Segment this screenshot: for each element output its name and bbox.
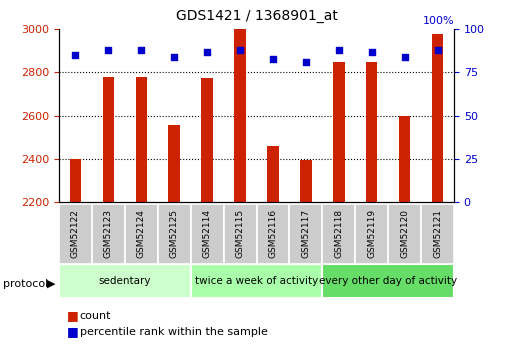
Point (203, 49, 211, 55)
Text: 100%: 100% (422, 16, 454, 26)
Bar (135, 77, 147, 202)
Bar (224, 204, 256, 264)
Bar (70, 159, 81, 202)
Text: GSM52121: GSM52121 (433, 209, 442, 258)
Text: GSM52125: GSM52125 (170, 209, 179, 258)
Bar (158, 204, 191, 264)
Text: GSM52122: GSM52122 (71, 209, 80, 258)
Bar (267, 146, 279, 202)
Bar (300, 160, 311, 202)
Bar (191, 264, 322, 298)
Point (104, 47, 112, 53)
Text: protocol: protocol (3, 279, 48, 288)
Bar (202, 78, 213, 202)
Bar (59, 264, 191, 298)
Bar (366, 62, 378, 202)
Bar (322, 204, 355, 264)
Text: GSM52116: GSM52116 (268, 209, 278, 258)
Text: ■: ■ (67, 309, 78, 322)
Text: count: count (80, 311, 111, 321)
Text: ■: ■ (67, 325, 78, 338)
Bar (432, 33, 443, 202)
Point (170, 54, 179, 60)
Text: GSM52123: GSM52123 (104, 209, 113, 258)
Point (433, 47, 442, 53)
Bar (289, 204, 322, 264)
Point (137, 47, 145, 53)
Bar (399, 116, 410, 202)
Bar (322, 264, 454, 298)
Bar (125, 204, 158, 264)
Bar (59, 204, 92, 264)
Text: twice a week of activity: twice a week of activity (195, 276, 318, 286)
Bar (168, 125, 180, 202)
Point (71, 52, 80, 58)
Point (334, 47, 343, 53)
Point (269, 56, 277, 61)
Text: GSM52124: GSM52124 (137, 209, 146, 258)
Bar (191, 204, 224, 264)
Text: percentile rank within the sample: percentile rank within the sample (80, 327, 267, 337)
Point (401, 54, 409, 60)
Bar (92, 204, 125, 264)
Text: sedentary: sedentary (98, 276, 151, 286)
Bar (388, 204, 421, 264)
Text: GSM52120: GSM52120 (400, 209, 409, 258)
Point (302, 59, 310, 65)
Text: GSM52117: GSM52117 (301, 209, 310, 258)
Text: GSM52115: GSM52115 (235, 209, 245, 258)
Bar (256, 204, 289, 264)
Point (236, 47, 244, 53)
Text: GSM52118: GSM52118 (334, 209, 343, 258)
Point (368, 49, 376, 55)
Bar (333, 62, 345, 202)
Text: every other day of activity: every other day of activity (319, 276, 457, 286)
Text: GSM52114: GSM52114 (203, 209, 212, 258)
Text: GDS1421 / 1368901_at: GDS1421 / 1368901_at (175, 9, 338, 23)
Text: GSM52119: GSM52119 (367, 209, 376, 258)
Bar (103, 77, 114, 202)
Bar (234, 29, 246, 202)
Bar (355, 204, 388, 264)
Bar (421, 204, 454, 264)
Text: ▶: ▶ (47, 279, 55, 288)
